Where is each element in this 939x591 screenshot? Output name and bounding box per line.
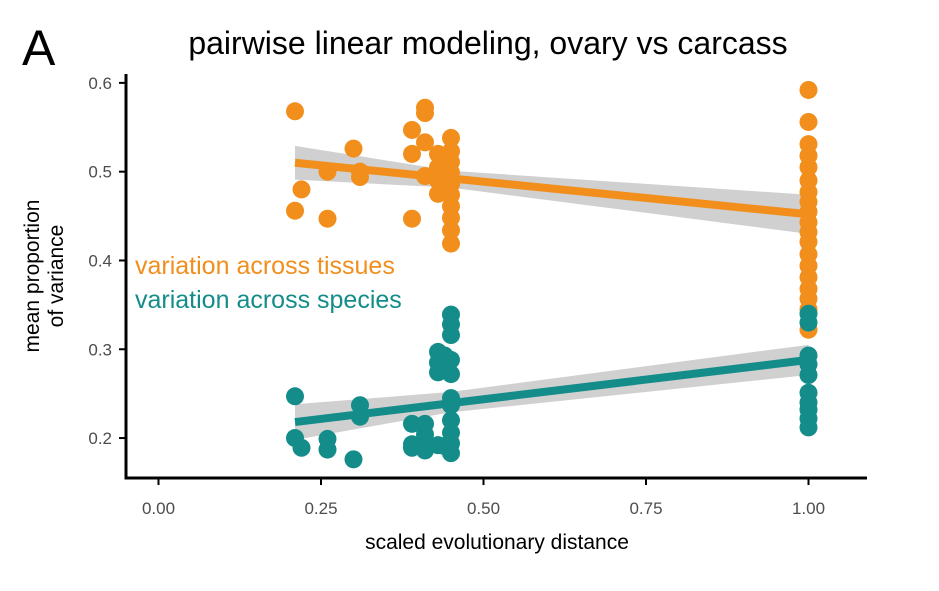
variation-across-species-point: [799, 313, 818, 332]
variation-across-tissues-point: [403, 209, 421, 228]
y-axis-title-line-2: of variance: [45, 225, 68, 328]
inline-legend: variation across tissues variation across…: [135, 252, 402, 314]
chart-title: pairwise linear modeling, ovary vs carca…: [188, 25, 787, 61]
x-tick-label: 0.50: [467, 499, 500, 518]
variation-across-tissues-point: [442, 128, 460, 147]
variation-across-tissues-point: [403, 120, 421, 139]
x-axis-title: scaled evolutionary distance: [365, 531, 629, 554]
variation-across-tissues-point: [442, 234, 460, 253]
y-axis-title: mean proportion of variance: [21, 200, 68, 353]
axes: 0.00 0.25 0.50 0.75 1.00 0.2 0.3 0.4 0.5 0.6: [88, 74, 867, 518]
variation-across-tissues-point: [286, 102, 304, 121]
legend-label-variation-across-tissues: variation across tissues: [135, 252, 395, 280]
x-tick-label: 0.00: [142, 499, 175, 518]
variation-across-species-point: [799, 418, 818, 437]
y-tick-label: 0.6: [88, 74, 112, 93]
regression-lines: [294, 158, 809, 427]
variation-across-tissues-point: [292, 180, 311, 199]
variation-across-species-point: [318, 440, 337, 459]
variation-across-tissues-point: [416, 133, 434, 152]
y-tick-label: 0.4: [88, 251, 112, 270]
x-tick-label: 0.75: [629, 499, 662, 518]
variation-across-tissues-fit-line: [294, 158, 809, 219]
variation-across-tissues-point: [286, 201, 304, 220]
variation-across-species-point: [344, 450, 363, 469]
variation-across-tissues-point: [344, 139, 363, 158]
variation-across-species-point: [442, 350, 460, 369]
variation-across-tissues-point: [318, 209, 337, 228]
variation-across-species-point: [403, 414, 421, 433]
variation-across-species-point: [292, 438, 311, 457]
variation-across-tissues-point: [416, 104, 434, 123]
variation-across-species-point: [442, 444, 460, 463]
x-ticks: 0.00 0.25 0.50 0.75 1.00: [142, 478, 825, 518]
variation-across-tissues-point: [429, 184, 447, 203]
y-axis-title-line-1: mean proportion: [21, 200, 44, 353]
y-tick-label: 0.2: [88, 429, 112, 448]
variation-across-species-point: [286, 387, 304, 406]
variation-across-tissues-point: [442, 208, 460, 227]
variation-across-tissues-point: [799, 80, 818, 99]
variation-across-species-fit-line: [294, 355, 809, 427]
variation-across-tissues-point: [799, 232, 818, 251]
panel-label: A: [22, 20, 56, 76]
variation-across-tissues-point: [403, 144, 421, 163]
variation-across-species-point: [442, 411, 460, 430]
x-tick-label: 1.00: [792, 499, 825, 518]
legend-label-variation-across-species: variation across species: [135, 286, 402, 314]
variation-across-tissues-point: [799, 112, 818, 131]
y-tick-label: 0.5: [88, 163, 112, 182]
variation-across-tissues-point: [442, 221, 460, 240]
variation-across-tissues-point: [799, 158, 818, 177]
y-tick-label: 0.3: [88, 340, 112, 359]
variation-across-species-point: [442, 326, 460, 345]
variation-across-species-point: [799, 366, 818, 385]
y-ticks: 0.2 0.3 0.4 0.5 0.6: [88, 74, 126, 448]
x-tick-label: 0.25: [304, 499, 337, 518]
variation-across-species-point: [442, 365, 460, 384]
